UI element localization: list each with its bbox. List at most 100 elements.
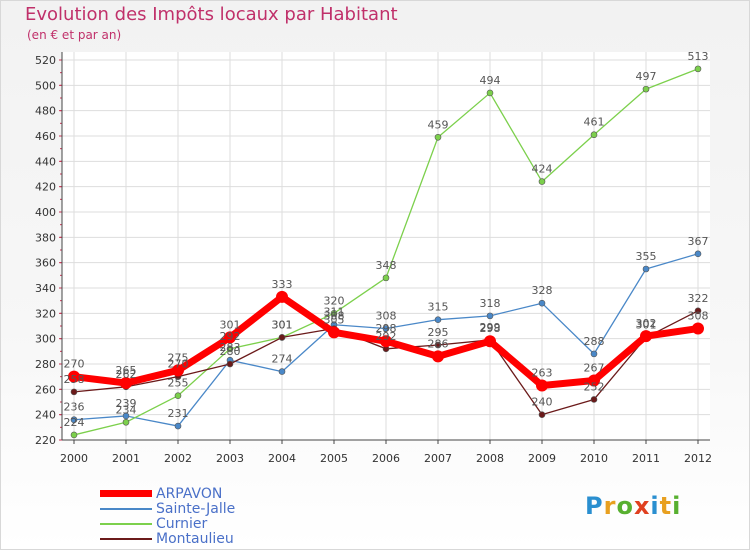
data-label-curnier: 255 xyxy=(168,377,189,390)
x-tick-label: 2005 xyxy=(320,452,348,465)
chart-subtitle: (en € et par an) xyxy=(27,28,122,42)
data-label-arpavon: 267 xyxy=(584,361,605,374)
data-point-sainte-jalle xyxy=(434,316,442,323)
x-tick-label: 2010 xyxy=(580,452,608,465)
data-point-curnier xyxy=(70,431,78,439)
data-point-arpavon xyxy=(120,377,132,389)
legend-item: Montaulieu xyxy=(100,530,235,547)
data-label-montaulieu: 240 xyxy=(532,396,553,409)
legend-item: Sainte-Jalle xyxy=(100,500,236,517)
legend-item: Curnier xyxy=(100,515,235,532)
data-label-sainte-jalle: 308 xyxy=(376,310,397,323)
logo-letter: i xyxy=(650,492,660,520)
legend-label: Montaulieu xyxy=(156,530,234,547)
logo-letter: x xyxy=(633,492,651,520)
data-label-arpavon: 301 xyxy=(220,318,241,331)
y-tick-label: 320 xyxy=(35,307,56,320)
data-point-arpavon xyxy=(380,335,392,348)
legend: ARPAVON Sainte-Jalle Curnier Montaulieu xyxy=(100,485,236,547)
data-label-curnier: 301 xyxy=(272,318,293,331)
data-point-montaulieu xyxy=(226,360,234,368)
legend-label: Curnier xyxy=(156,515,208,532)
data-label-montaulieu: 292 xyxy=(376,330,397,343)
y-tick-label: 360 xyxy=(35,257,56,270)
data-label-montaulieu: 270 xyxy=(168,358,189,371)
x-tick-label: 2001 xyxy=(112,452,140,465)
y-tick-label: 500 xyxy=(35,79,56,92)
data-label-curnier: 224 xyxy=(64,416,85,429)
data-point-curnier xyxy=(694,65,702,73)
data-point-curnier xyxy=(330,310,338,317)
legend-label: ARPAVON xyxy=(156,485,223,502)
data-point-curnier xyxy=(538,178,546,185)
x-tick-label: 2012 xyxy=(684,452,712,465)
data-label-sainte-jalle: 288 xyxy=(584,335,605,348)
data-label-sainte-jalle: 367 xyxy=(688,235,709,248)
data-label-montaulieu: 322 xyxy=(688,292,709,305)
data-label-curnier: 461 xyxy=(584,116,605,129)
data-label-montaulieu: 301 xyxy=(272,318,293,331)
data-label-arpavon: 265 xyxy=(116,364,137,377)
data-point-montaulieu xyxy=(278,334,286,341)
data-label-curnier: 348 xyxy=(376,259,397,272)
x-tick-label: 2006 xyxy=(372,452,400,465)
data-label-sainte-jalle: 283 xyxy=(220,341,241,354)
data-label-sainte-jalle: 355 xyxy=(636,250,657,263)
data-label-arpavon: 298 xyxy=(376,322,397,335)
y-tick-label: 420 xyxy=(35,181,56,194)
y-tick-label: 300 xyxy=(35,333,56,346)
data-point-sainte-jalle xyxy=(486,312,494,320)
data-point-curnier xyxy=(382,274,390,282)
data-point-montaulieu xyxy=(590,396,598,403)
data-point-arpavon xyxy=(172,364,184,377)
data-point-arpavon xyxy=(328,326,340,339)
y-tick-label: 340 xyxy=(35,282,56,295)
data-point-sainte-jalle xyxy=(174,422,182,430)
data-point-sainte-jalle xyxy=(538,299,546,307)
grid xyxy=(62,52,710,441)
data-label-arpavon: 333 xyxy=(272,278,293,291)
y-tick-label: 280 xyxy=(35,358,56,371)
data-point-curnier xyxy=(174,392,182,399)
legend-label: Sainte-Jalle xyxy=(156,500,236,517)
legend-swatch xyxy=(100,490,152,497)
y-tick-label: 480 xyxy=(35,105,56,118)
data-label-montaulieu: 280 xyxy=(220,345,241,358)
proxiti-logo: Proxiti xyxy=(585,492,681,520)
data-point-sainte-jalle xyxy=(382,325,390,332)
data-label-montaulieu: 252 xyxy=(584,380,605,393)
data-point-arpavon xyxy=(536,379,548,392)
data-point-arpavon xyxy=(588,374,600,387)
data-point-montaulieu xyxy=(434,341,442,349)
y-tick-label: 520 xyxy=(35,54,56,67)
x-tick-label: 2003 xyxy=(216,452,244,465)
data-point-curnier xyxy=(590,131,598,139)
chart-title: Evolution des Impôts locaux par Habitant xyxy=(25,4,398,25)
x-tick-label: 2009 xyxy=(528,452,556,465)
data-point-arpavon xyxy=(484,335,496,348)
x-tick-label: 2004 xyxy=(268,452,296,465)
data-label-montaulieu: 258 xyxy=(64,373,85,386)
data-label-montaulieu: 308 xyxy=(324,310,345,323)
data-point-sainte-jalle xyxy=(122,412,130,420)
data-label-sainte-jalle: 315 xyxy=(428,301,449,314)
data-point-arpavon xyxy=(432,350,444,363)
x-tick-label: 2002 xyxy=(164,452,192,465)
data-label-montaulieu: 301 xyxy=(636,318,657,331)
data-point-sainte-jalle xyxy=(278,368,286,375)
data-label-curnier: 459 xyxy=(428,118,449,131)
data-point-sainte-jalle xyxy=(642,265,650,273)
data-point-montaulieu xyxy=(70,388,78,396)
data-label-sainte-jalle: 231 xyxy=(168,407,189,420)
legend-swatch xyxy=(100,537,152,540)
data-point-arpavon xyxy=(276,290,288,303)
data-point-sainte-jalle xyxy=(694,250,702,258)
y-tick-label: 380 xyxy=(35,231,56,244)
data-point-sainte-jalle xyxy=(70,416,78,424)
data-label-arpavon: 298 xyxy=(480,322,501,335)
data-label-montaulieu: 262 xyxy=(116,368,137,381)
data-label-arpavon: 308 xyxy=(688,310,709,323)
data-label-curnier: 424 xyxy=(532,163,553,176)
